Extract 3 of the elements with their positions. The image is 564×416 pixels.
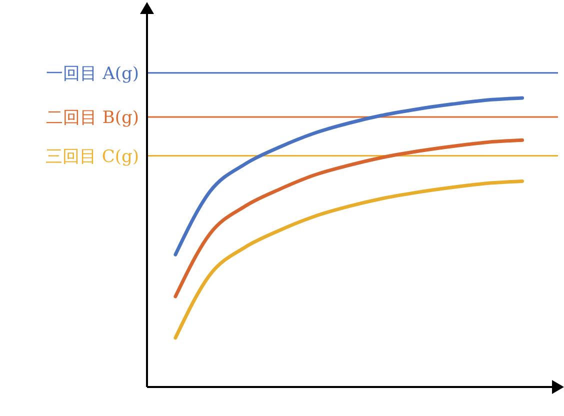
ref-line-label: 二回目 B(g): [46, 108, 139, 128]
ref-line-label: 一回目 A(g): [46, 64, 139, 84]
ref-line-label: 三回目 C(g): [45, 146, 139, 167]
